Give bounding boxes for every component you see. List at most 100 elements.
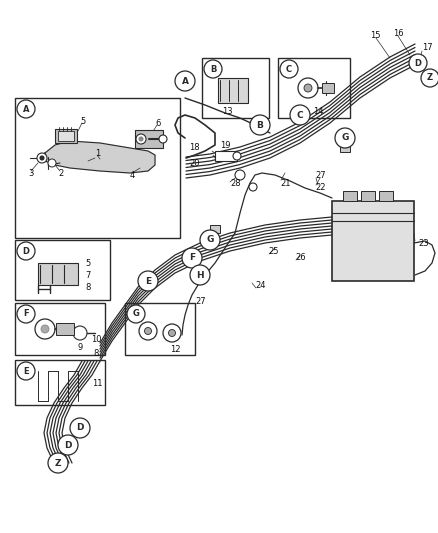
Text: 24: 24 [255,280,265,289]
Text: 26: 26 [295,253,306,262]
Circle shape [159,135,167,143]
Text: F: F [189,254,195,262]
Text: 1: 1 [95,149,100,157]
Text: 7: 7 [85,271,90,279]
Bar [56,323,74,335]
Circle shape [250,115,270,135]
Text: 15: 15 [370,30,380,39]
Text: 22: 22 [315,183,325,192]
Circle shape [58,435,78,455]
Circle shape [409,54,427,72]
Text: F: F [23,310,29,319]
Bar [55,129,77,143]
Text: Z: Z [427,74,433,83]
Text: D: D [414,59,421,68]
Bar [343,191,357,201]
Bar [322,83,334,93]
Circle shape [127,305,145,323]
Text: 2: 2 [58,168,63,177]
Bar [218,78,248,103]
Text: C: C [297,110,303,119]
Circle shape [17,362,35,380]
Text: B: B [210,64,216,74]
Circle shape [290,105,310,125]
Circle shape [163,324,181,342]
Text: D: D [76,424,84,432]
Text: B: B [257,120,263,130]
Bar [38,263,78,285]
Circle shape [139,137,143,141]
Text: 13: 13 [222,107,232,116]
Bar [278,58,350,118]
Text: 14: 14 [313,107,323,116]
Text: 27: 27 [315,171,325,180]
Bar [202,58,269,118]
Circle shape [182,248,202,268]
Text: 5: 5 [80,117,85,125]
Text: 12: 12 [170,344,180,353]
Circle shape [235,170,245,180]
Text: 9: 9 [78,343,83,352]
Circle shape [200,230,220,250]
Bar [58,131,74,141]
Text: D: D [22,246,29,255]
Text: A: A [181,77,188,85]
Polygon shape [45,141,155,173]
Circle shape [48,453,68,473]
Text: 21: 21 [280,179,290,188]
Text: A: A [23,104,29,114]
Bar [125,303,195,355]
Text: 19: 19 [220,141,230,149]
Bar [15,240,110,300]
Text: 28: 28 [230,179,240,188]
Circle shape [175,71,195,91]
Bar [135,130,163,148]
Text: 27: 27 [195,296,205,305]
Text: 6: 6 [155,118,160,127]
Circle shape [35,319,55,339]
Circle shape [335,128,355,148]
Circle shape [40,156,44,160]
Bar [379,191,393,201]
Text: E: E [145,277,151,286]
Text: 4: 4 [130,171,135,180]
Text: E: E [23,367,29,376]
Circle shape [41,325,49,333]
Text: 8: 8 [85,282,90,292]
Text: 11: 11 [92,378,102,387]
Bar [185,250,195,258]
Circle shape [145,327,152,335]
Circle shape [280,60,298,78]
Text: 16: 16 [393,28,403,37]
Bar [361,191,375,201]
Bar [332,201,414,281]
Text: G: G [341,133,349,142]
Bar [15,303,105,355]
Circle shape [17,100,35,118]
Text: H: H [196,271,204,279]
Circle shape [70,418,90,438]
Circle shape [421,69,438,87]
Bar [15,360,105,405]
Text: 3: 3 [28,168,33,177]
Circle shape [17,305,35,323]
Circle shape [48,159,56,167]
Circle shape [204,60,222,78]
Bar [215,151,237,161]
Text: 18: 18 [189,143,200,152]
Circle shape [304,84,312,92]
Text: 5: 5 [85,259,90,268]
Text: 8: 8 [93,349,99,358]
Text: 25: 25 [268,246,279,255]
Text: 10: 10 [91,335,102,344]
Circle shape [138,271,158,291]
Text: 20: 20 [190,158,200,167]
Circle shape [139,322,157,340]
Bar [340,144,350,152]
Text: G: G [133,310,139,319]
Text: 17: 17 [422,44,433,52]
Text: G: G [206,236,214,245]
Text: C: C [286,64,292,74]
Circle shape [37,153,47,163]
Circle shape [233,152,241,160]
